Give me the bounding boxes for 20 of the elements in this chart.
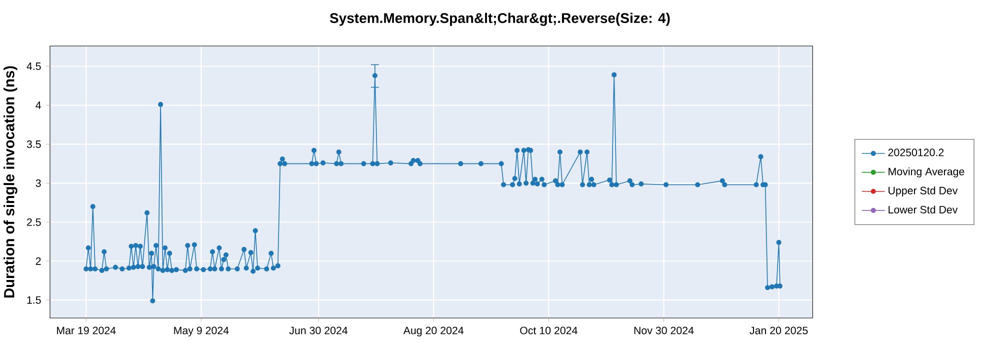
- y-tick-label: 1.5: [27, 296, 41, 304]
- x-tick-label: May 9 2024: [174, 326, 229, 336]
- x-tick-label: Nov 30 2024: [634, 326, 694, 334]
- legend-label: Moving Average: [888, 167, 964, 178]
- y-tick-label: 3.5: [26, 140, 41, 148]
- y-tick-label: 3: [36, 179, 41, 187]
- y-tick-label: 4: [36, 102, 41, 109]
- x-tick-label: Jun 30 2024: [289, 326, 348, 334]
- legend-label: 20250120.2: [888, 148, 944, 156]
- chart-title: System.Memory.Span&lt;Char&gt;.Reverse(Size: 4): [330, 12, 670, 26]
- x-tick-label: Mar 19 2024: [57, 326, 116, 334]
- y-axis-title: Duration of single invocation (ns): [4, 66, 18, 298]
- y-tick-label: 2: [36, 257, 41, 265]
- legend-label: Upper Std Dev: [888, 186, 958, 196]
- y-tick-label: 4.5: [26, 62, 41, 70]
- x-tick-label: Oct 10 2024: [520, 326, 578, 334]
- legend-label: Lower Std Dev: [888, 206, 958, 214]
- x-tick-label: Aug 20 2024: [403, 326, 464, 336]
- x-tick-label: Jan 20 2025: [750, 326, 808, 334]
- y-tick-label: 2.5: [27, 218, 41, 226]
